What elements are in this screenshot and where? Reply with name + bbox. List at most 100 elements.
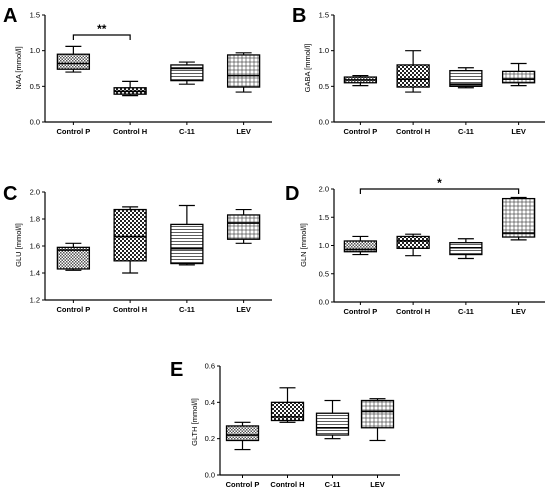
panel-b-y-tick-label: 1.5 <box>319 11 329 20</box>
panel-d-significance-0: * <box>359 176 520 194</box>
panel-e-y-tick-label: 0.4 <box>205 398 215 407</box>
panel-c-y-tick-label: 1.6 <box>30 242 40 251</box>
panel-d-category-label: Control P <box>344 307 378 316</box>
panel-a-category-label: Control H <box>113 127 147 136</box>
panel-b-letter: B <box>292 5 306 27</box>
box-iqr <box>449 69 483 87</box>
panel-a-box-3 <box>226 52 261 93</box>
panel-e-y-axis-title: GLTH [mmol/l] <box>190 398 199 446</box>
panel-a-significance-0: ** <box>72 22 131 40</box>
box-iqr <box>396 64 430 88</box>
panel-c-category-label: Control H <box>113 305 147 314</box>
box-iqr <box>225 425 260 442</box>
panel-e-box-1 <box>270 387 305 423</box>
panel-e-y-tick-label: 0.6 <box>205 362 215 371</box>
panel-d-y-tick-label: 0.0 <box>319 298 329 307</box>
panel-b-y-axis-title: GABA [mmol/l] <box>303 44 312 93</box>
panel-d-box-2 <box>449 238 483 260</box>
panel-e-category-label: LEV <box>370 480 385 489</box>
panel-b: B GABA [mmol/l] 0.0 0.5 1.0 1.5 Control P Con… <box>292 5 545 136</box>
box-iqr <box>501 197 536 238</box>
panel-c-box-1 <box>113 206 147 274</box>
panel-a: A NAA [mmol/l] 0.0 0.5 1.0 1.5 Control P Cont… <box>3 5 272 136</box>
panel-b-box-1 <box>396 50 430 93</box>
panel-c-category-label: C-11 <box>179 305 195 314</box>
panel-a-letter: A <box>3 5 17 27</box>
panel-e-y-tick-label: 0.2 <box>205 434 215 443</box>
panel-d-y-tick-label: 1.5 <box>319 213 329 222</box>
panel-e-category-label: C-11 <box>325 480 341 489</box>
panel-e-y-tick-label: 0.0 <box>205 471 215 480</box>
box-iqr <box>113 208 147 262</box>
box-iqr <box>396 235 430 249</box>
panel-a-category-label: LEV <box>236 127 251 136</box>
panel-e-category-label: Control H <box>270 480 304 489</box>
panel-c-letter: C <box>3 183 17 205</box>
panel-b-box-2 <box>449 67 483 89</box>
box-iqr <box>343 240 378 253</box>
panel-c-category-label: LEV <box>236 305 251 314</box>
panel-e-letter: E <box>170 359 183 381</box>
panel-a-box-0 <box>56 45 91 73</box>
panel-b-category-label: LEV <box>511 127 526 136</box>
panel-a-y-axis-title: NAA [mmol/l] <box>14 46 23 89</box>
panel-c-y-tick-label: 1.8 <box>30 215 40 224</box>
panel-d-category-label: Control H <box>396 307 430 316</box>
panel-d-y-tick-label: 2.0 <box>319 185 329 194</box>
panel-c-box-0 <box>56 242 91 271</box>
box-iqr <box>56 246 91 270</box>
box-iqr <box>315 412 350 436</box>
panel-d-letter: D <box>285 183 299 205</box>
panel-d-y-axis-title: GLN [mmol/l] <box>299 223 308 267</box>
panel-e-box-3 <box>360 398 395 442</box>
panel-a-y-tick-label: 1.5 <box>30 11 40 20</box>
panel-a-y-tick-label: 1.0 <box>30 46 40 55</box>
panel-e: E GLTH [mmol/l] 0.0 0.2 0.4 0.6 Control P Con… <box>170 359 400 489</box>
panel-b-y-tick-label: 1.0 <box>319 46 329 55</box>
panel-e-box-0 <box>225 421 260 451</box>
box-iqr <box>56 53 91 70</box>
box-iqr <box>360 399 395 429</box>
significance-bracket <box>72 34 131 40</box>
panel-a-box-2 <box>170 61 204 85</box>
panel-e-box-2 <box>315 399 350 440</box>
panel-a-y-tick-label: 0.5 <box>30 82 40 91</box>
panel-a-category-label: Control P <box>57 127 91 136</box>
box-iqr <box>270 401 305 422</box>
panel-d: D GLN [mmol/l] 0.0 0.5 1.0 1.5 2.0 Control P C… <box>285 176 545 316</box>
box-iqr <box>170 64 204 82</box>
box-iqr <box>226 54 261 88</box>
panel-c-y-tick-label: 1.2 <box>30 296 40 305</box>
significance-label: ** <box>97 22 107 36</box>
significance-bracket <box>359 188 520 194</box>
box-iqr <box>501 70 536 84</box>
panel-b-category-label: Control H <box>396 127 430 136</box>
box-iqr <box>449 242 483 256</box>
panel-a-category-label: C-11 <box>179 127 195 136</box>
panel-b-y-tick-label: 0.0 <box>319 118 329 127</box>
panel-d-box-0 <box>343 235 378 256</box>
panel-b-y-tick-label: 0.5 <box>319 82 329 91</box>
significance-label: * <box>437 176 442 190</box>
panel-a-y-tick-label: 0.0 <box>30 118 40 127</box>
panel-c-y-axis-title: GLU [mmol/l] <box>14 223 23 267</box>
panel-c-box-3 <box>226 208 261 244</box>
panel-d-category-label: LEV <box>511 307 526 316</box>
panel-d-box-1 <box>396 233 430 257</box>
panel-b-category-label: C-11 <box>458 127 474 136</box>
panel-d-y-tick-label: 1.0 <box>319 241 329 250</box>
panel-b-box-3 <box>501 62 536 87</box>
panel-b-category-label: Control P <box>344 127 378 136</box>
box-iqr <box>170 223 204 265</box>
panel-b-box-0 <box>343 75 378 87</box>
panel-c-category-label: Control P <box>57 305 91 314</box>
panel-c-box-2 <box>170 204 204 266</box>
panel-d-y-tick-label: 0.5 <box>319 269 329 278</box>
panel-c-y-tick-label: 1.4 <box>30 269 40 278</box>
panel-c-y-tick-label: 2.0 <box>30 188 40 197</box>
panel-a-box-1 <box>113 80 147 97</box>
panel-e-category-label: Control P <box>226 480 260 489</box>
panel-d-category-label: C-11 <box>458 307 474 316</box>
panel-c: C GLU [mmol/l] 1.2 1.4 1.6 1.8 2.0 Control P C… <box>3 183 272 314</box>
